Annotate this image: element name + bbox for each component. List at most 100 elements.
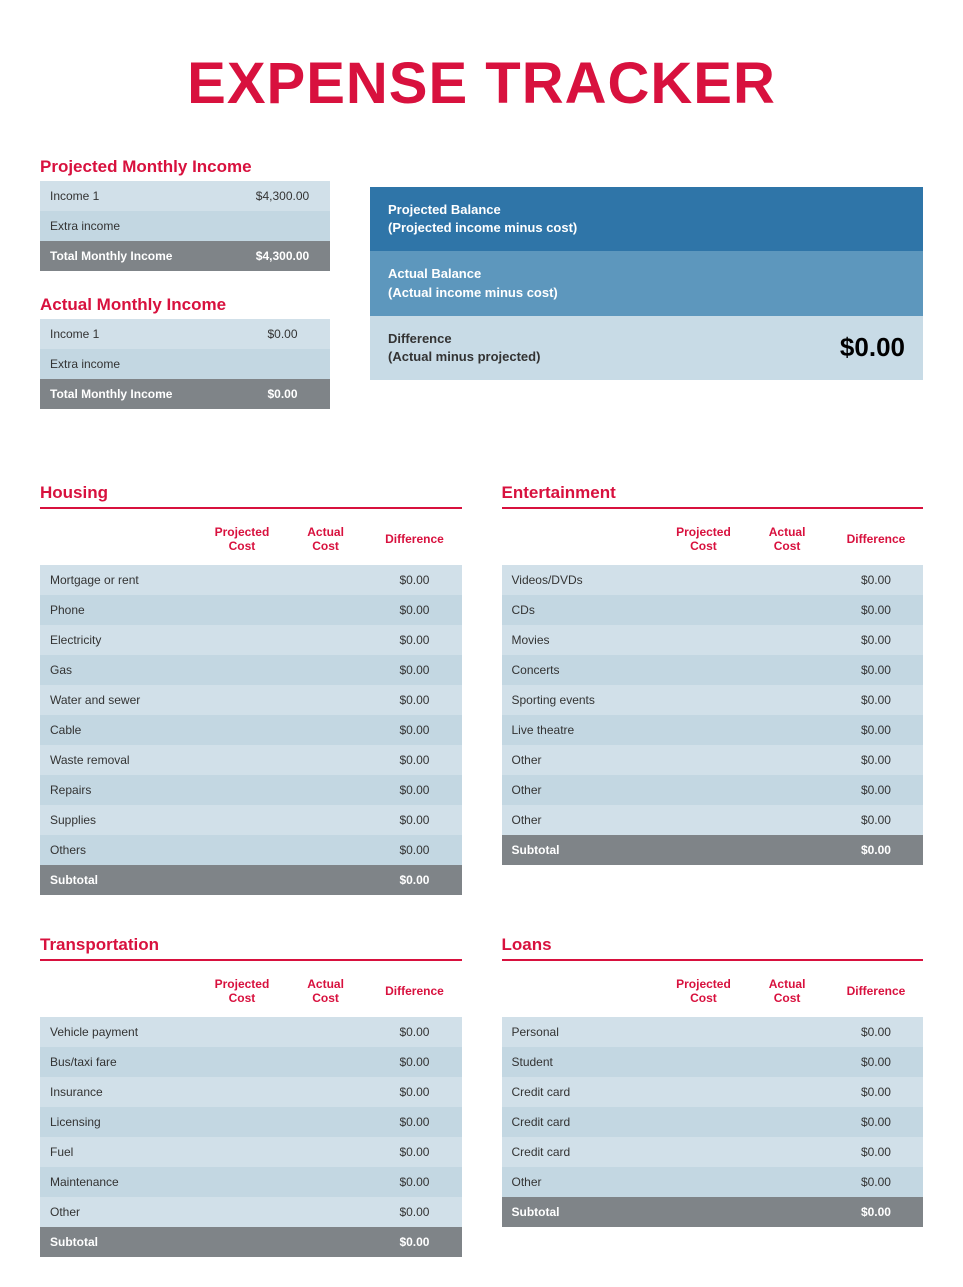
balance-value: $0.00	[840, 332, 905, 363]
total-value: $4,300.00	[235, 241, 330, 271]
difference-row: Difference (Actual minus projected) $0.0…	[370, 316, 923, 380]
row-label: Waste removal	[40, 745, 200, 775]
cell-projected	[200, 565, 284, 595]
cell-projected	[662, 1047, 746, 1077]
cell-projected	[200, 1137, 284, 1167]
subtotal-label: Subtotal	[502, 835, 662, 865]
col-difference: Difference	[367, 517, 461, 565]
cell-projected	[200, 1197, 284, 1227]
row-label: Fuel	[40, 1137, 200, 1167]
cell-actual	[284, 745, 368, 775]
cell-difference: $0.00	[367, 775, 461, 805]
cell-actual	[284, 715, 368, 745]
table-row: Extra income	[40, 349, 330, 379]
row-label: Electricity	[40, 625, 200, 655]
table-row: Videos/DVDs$0.00	[502, 565, 924, 595]
row-label: Other	[502, 745, 662, 775]
row-label: Water and sewer	[40, 685, 200, 715]
row-label: Others	[40, 835, 200, 865]
projected-income-table: Income 1 $4,300.00 Extra income Total Mo…	[40, 181, 330, 271]
cell-actual	[745, 625, 829, 655]
col-actual: ActualCost	[284, 969, 368, 1017]
table-row: Credit card$0.00	[502, 1107, 924, 1137]
cell-projected	[200, 625, 284, 655]
table-row: Others$0.00	[40, 835, 462, 865]
actual-income-heading: Actual Monthly Income	[40, 295, 330, 315]
col-actual: ActualCost	[745, 969, 829, 1017]
cell-difference: $0.00	[829, 715, 923, 745]
cell-actual	[284, 1077, 368, 1107]
row-value: $4,300.00	[235, 181, 330, 211]
cell-projected	[200, 595, 284, 625]
cell-difference: $0.00	[367, 1077, 461, 1107]
balance-sublabel: (Actual income minus cost)	[388, 284, 558, 302]
actual-balance-row: Actual Balance (Actual income minus cost…	[370, 251, 923, 315]
row-label: Credit card	[502, 1137, 662, 1167]
col-projected: ProjectedCost	[662, 969, 746, 1017]
cell-projected	[662, 1077, 746, 1107]
cell-actual	[284, 1017, 368, 1047]
cell-actual	[284, 835, 368, 865]
col-difference: Difference	[829, 517, 923, 565]
subtotal-label: Subtotal	[40, 865, 200, 895]
table-row: Water and sewer$0.00	[40, 685, 462, 715]
cell-projected	[200, 1167, 284, 1197]
cell-projected	[200, 1017, 284, 1047]
table-row: Electricity$0.00	[40, 625, 462, 655]
row-label: Income 1	[40, 319, 235, 349]
cell-projected	[200, 865, 284, 895]
table-row: CDs$0.00	[502, 595, 924, 625]
row-label: Maintenance	[40, 1167, 200, 1197]
cell-projected	[200, 655, 284, 685]
cell-actual	[745, 1137, 829, 1167]
cell-difference: $0.00	[829, 1137, 923, 1167]
table-row: Income 1 $4,300.00	[40, 181, 330, 211]
total-value: $0.00	[235, 379, 330, 409]
row-label: Income 1	[40, 181, 235, 211]
category-block: LoansProjectedCostActualCostDifferencePe…	[502, 935, 924, 1257]
cell-projected	[200, 715, 284, 745]
table-row: Sporting events $0.00	[502, 685, 924, 715]
table-row: Bus/taxi fare$0.00	[40, 1047, 462, 1077]
row-label: Credit card	[502, 1077, 662, 1107]
cell-projected	[200, 1227, 284, 1257]
row-label: Cable	[40, 715, 200, 745]
subtotal-label: Subtotal	[502, 1197, 662, 1227]
cell-difference: $0.00	[367, 805, 461, 835]
cell-projected	[662, 1167, 746, 1197]
cell-actual	[284, 1107, 368, 1137]
cell-difference: $0.00	[367, 1107, 461, 1137]
row-label: Sporting events	[502, 685, 662, 715]
cell-actual	[284, 565, 368, 595]
category-heading: Transportation	[40, 935, 462, 961]
table-row: Movies$0.00	[502, 625, 924, 655]
table-row: Other$0.00	[502, 805, 924, 835]
cell-projected	[200, 685, 284, 715]
table-row: Cable$0.00	[40, 715, 462, 745]
table-row: Other$0.00	[502, 775, 924, 805]
cell-difference: $0.00	[829, 685, 923, 715]
cell-difference: $0.00	[829, 655, 923, 685]
cell-projected	[662, 655, 746, 685]
cell-difference: $0.00	[367, 865, 461, 895]
cell-difference: $0.00	[829, 1077, 923, 1107]
category-table: ProjectedCostActualCostDifferencePersona…	[502, 969, 924, 1227]
table-row: Other$0.00	[40, 1197, 462, 1227]
summary-area: Projected Monthly Income Income 1 $4,300…	[40, 157, 923, 433]
cell-actual	[745, 1107, 829, 1137]
cell-actual	[284, 1167, 368, 1197]
cell-projected	[662, 1137, 746, 1167]
cell-actual	[745, 715, 829, 745]
cell-projected	[200, 835, 284, 865]
table-row: Licensing$0.00	[40, 1107, 462, 1137]
cell-difference: $0.00	[367, 655, 461, 685]
cell-difference: $0.00	[367, 745, 461, 775]
cell-actual	[745, 745, 829, 775]
cell-actual	[284, 655, 368, 685]
cell-projected	[662, 745, 746, 775]
cell-projected	[200, 1107, 284, 1137]
cell-projected	[662, 805, 746, 835]
total-label: Total Monthly Income	[40, 379, 235, 409]
balance-column: Projected Balance (Projected income minu…	[370, 157, 923, 433]
balance-label: Actual Balance	[388, 265, 558, 283]
